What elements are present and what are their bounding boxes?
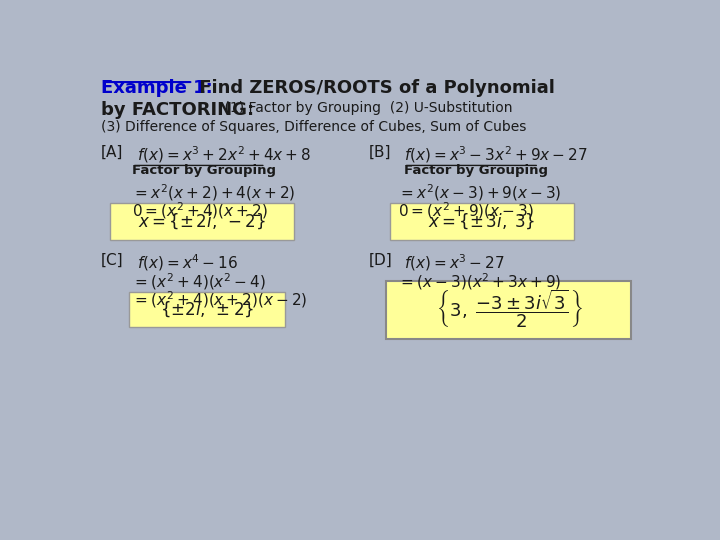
- Text: $=x^{2}(x+2)+4(x+2)$: $=x^{2}(x+2)+4(x+2)$: [132, 182, 295, 202]
- Text: Factor by Grouping: Factor by Grouping: [132, 164, 276, 177]
- Text: Example 1:: Example 1:: [101, 79, 213, 97]
- Text: $f(x)=x^{3}+2x^{2}+4x+8$: $f(x)=x^{3}+2x^{2}+4x+8$: [138, 145, 312, 165]
- Text: by FACTORING:: by FACTORING:: [101, 102, 254, 119]
- Text: $=(x-3)(x^{2}+3x+9)$: $=(x-3)(x^{2}+3x+9)$: [398, 271, 562, 292]
- Text: $f(x)=x^{3}-3x^{2}+9x-27$: $f(x)=x^{3}-3x^{2}+9x-27$: [404, 145, 588, 165]
- FancyBboxPatch shape: [390, 203, 574, 240]
- Text: $=(x^{2}+4)(x+2)(x-2)$: $=(x^{2}+4)(x+2)(x-2)$: [132, 289, 307, 310]
- Text: [C]: [C]: [101, 253, 124, 268]
- Text: [A]: [A]: [101, 145, 124, 160]
- Text: $\left\{3,\;\dfrac{-3\pm 3i\sqrt{3}}{2}\right\}$: $\left\{3,\;\dfrac{-3\pm 3i\sqrt{3}}{2}\…: [436, 287, 583, 330]
- FancyBboxPatch shape: [129, 292, 285, 327]
- Text: $\{\pm 2i,\;\pm 2\}$: $\{\pm 2i,\;\pm 2\}$: [160, 300, 254, 319]
- Text: $f(x)=x^{4}-16$: $f(x)=x^{4}-16$: [138, 253, 238, 273]
- Text: Find ZEROS/ROOTS of a Polynomial: Find ZEROS/ROOTS of a Polynomial: [193, 79, 555, 97]
- Text: $=x^{2}(x-3)+9(x-3)$: $=x^{2}(x-3)+9(x-3)$: [398, 182, 562, 202]
- Text: Factor by Grouping: Factor by Grouping: [404, 164, 548, 177]
- Text: $=(x^{2}+4)(x^{2}-4)$: $=(x^{2}+4)(x^{2}-4)$: [132, 271, 266, 292]
- Text: $0=(x^{2}+9)(x-3)$: $0=(x^{2}+9)(x-3)$: [398, 200, 534, 221]
- Text: [D]: [D]: [369, 253, 392, 268]
- Text: $x=\{\pm\,3i,\;3\}$: $x=\{\pm\,3i,\;3\}$: [428, 212, 535, 231]
- Text: [B]: [B]: [369, 145, 392, 160]
- Text: $x=\{\pm\,2i,\;-2\}$: $x=\{\pm\,2i,\;-2\}$: [138, 212, 266, 231]
- Text: (3) Difference of Squares, Difference of Cubes, Sum of Cubes: (3) Difference of Squares, Difference of…: [101, 120, 526, 134]
- Text: (1) Factor by Grouping  (2) U-Substitution: (1) Factor by Grouping (2) U-Substitutio…: [220, 102, 513, 116]
- Text: $0=(x^{2}+4)(x+2)$: $0=(x^{2}+4)(x+2)$: [132, 200, 268, 221]
- FancyBboxPatch shape: [109, 203, 294, 240]
- FancyBboxPatch shape: [386, 281, 631, 339]
- Text: $f(x)=x^{3}-27$: $f(x)=x^{3}-27$: [404, 253, 505, 273]
